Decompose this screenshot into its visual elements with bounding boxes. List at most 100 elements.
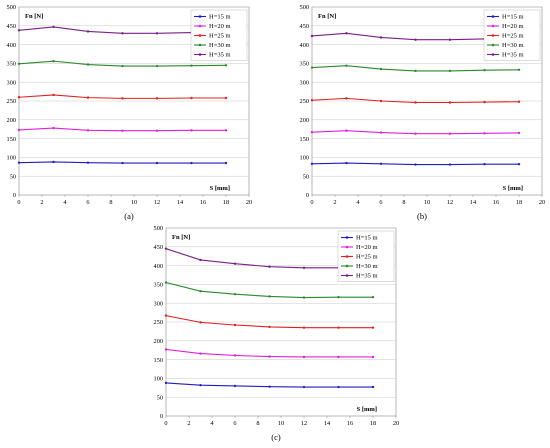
data-point	[310, 162, 314, 165]
x-tick-label: 12	[301, 420, 307, 427]
x-tick-label: 0	[17, 199, 20, 206]
y-tick-label: 450	[300, 23, 309, 30]
y-tick-label: 250	[154, 319, 163, 326]
x-tick-label: 20	[539, 199, 545, 206]
data-point	[517, 162, 521, 166]
y-tick-label: 500	[300, 4, 309, 11]
x-tick-label: 0	[164, 420, 167, 427]
legend-marker	[198, 24, 202, 28]
data-point	[517, 100, 521, 103]
data-point	[155, 32, 159, 35]
data-point	[164, 381, 168, 385]
legend-marker	[198, 15, 202, 18]
data-point	[52, 93, 55, 97]
y-tick-label: 350	[154, 282, 163, 289]
y-axis-label: Fn [N]	[25, 13, 43, 20]
y-tick-label: 0	[306, 192, 309, 199]
panel-caption: (a)	[124, 211, 134, 221]
data-point	[164, 247, 168, 250]
data-point	[155, 129, 159, 132]
data-point	[302, 296, 306, 299]
legend-marker	[491, 15, 495, 18]
data-point	[86, 129, 90, 132]
x-tick-label: 8	[256, 420, 259, 427]
data-point	[302, 385, 306, 389]
data-point	[483, 132, 486, 135]
data-point	[86, 63, 90, 66]
data-point	[268, 325, 271, 329]
data-point	[121, 97, 124, 100]
legend-entry: H=30 m	[209, 42, 231, 49]
data-point	[121, 129, 124, 132]
data-point	[345, 129, 348, 132]
legend-marker	[345, 245, 349, 249]
data-point	[224, 64, 228, 67]
data-point	[52, 59, 55, 63]
legend-entry: H=15 m	[502, 14, 524, 21]
data-point	[371, 326, 375, 329]
data-point	[224, 161, 228, 165]
y-tick-label: 300	[7, 79, 16, 86]
y-tick-label: 350	[7, 61, 16, 68]
y-tick-label: 400	[300, 42, 309, 49]
legend-entry: H=25 m	[209, 33, 231, 40]
data-point	[199, 258, 202, 262]
y-tick-label: 350	[300, 61, 309, 68]
data-point	[483, 68, 486, 72]
data-point	[17, 96, 21, 99]
legend-marker	[345, 255, 349, 258]
data-point	[155, 161, 159, 165]
legend-entry: H=35 m	[502, 52, 524, 59]
data-point	[371, 355, 375, 359]
data-point	[233, 384, 237, 388]
data-point	[310, 34, 314, 38]
data-point	[190, 129, 193, 132]
x-tick-label: 4	[63, 199, 67, 206]
x-tick-label: 14	[470, 199, 477, 206]
x-tick-label: 2	[333, 199, 336, 206]
legend-marker	[491, 24, 495, 28]
x-tick-label: 20	[246, 199, 252, 206]
data-point	[448, 132, 452, 135]
x-tick-label: 18	[223, 199, 229, 206]
legend-entry: H=15 m	[209, 14, 231, 21]
data-point	[379, 162, 383, 165]
x-tick-label: 14	[324, 420, 331, 427]
y-tick-label: 50	[10, 173, 16, 180]
data-point	[233, 262, 237, 265]
data-point	[345, 161, 348, 165]
y-tick-label: 450	[7, 23, 16, 30]
legend-entry: H=20 m	[356, 244, 378, 251]
y-tick-label: 200	[300, 117, 309, 124]
data-point	[414, 69, 417, 73]
data-point	[345, 97, 348, 100]
data-point	[199, 352, 202, 355]
legend-marker	[198, 34, 202, 37]
x-tick-label: 8	[109, 199, 112, 206]
y-axis-label: Fn [N]	[172, 234, 190, 241]
data-point	[414, 101, 417, 104]
data-point	[17, 62, 21, 65]
x-tick-label: 12	[154, 199, 160, 206]
data-point	[310, 66, 314, 69]
data-point	[233, 323, 237, 327]
legend-entry: H=35 m	[356, 273, 378, 280]
data-point	[52, 25, 55, 29]
x-axis-label: S [mm]	[357, 406, 377, 413]
legend-marker	[345, 236, 349, 239]
x-tick-label: 18	[516, 199, 522, 206]
data-point	[414, 38, 417, 41]
x-tick-label: 10	[131, 199, 137, 206]
legend-entry: H=35 m	[209, 52, 231, 59]
data-point	[52, 160, 55, 164]
data-point	[224, 96, 228, 100]
data-point	[190, 96, 193, 100]
data-point	[86, 96, 90, 99]
data-point	[17, 128, 21, 132]
legend-marker	[491, 43, 495, 47]
legend-entry: H=30 m	[356, 263, 378, 270]
data-point	[164, 314, 168, 317]
data-point	[414, 163, 417, 166]
